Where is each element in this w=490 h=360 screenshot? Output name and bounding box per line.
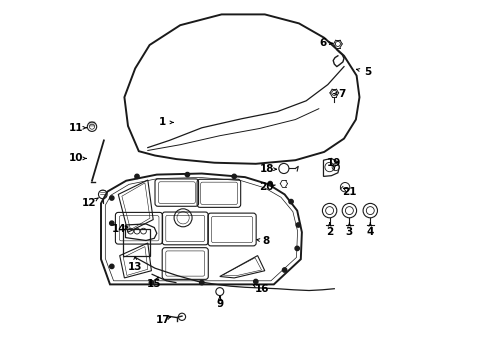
Text: 5: 5 bbox=[364, 67, 371, 77]
Circle shape bbox=[296, 223, 300, 227]
Circle shape bbox=[110, 264, 114, 269]
Text: 16: 16 bbox=[255, 284, 270, 294]
Text: 11: 11 bbox=[69, 123, 83, 133]
Circle shape bbox=[135, 174, 139, 179]
Text: 7: 7 bbox=[339, 89, 346, 99]
Text: 3: 3 bbox=[346, 227, 353, 237]
Circle shape bbox=[232, 174, 236, 179]
Text: 1: 1 bbox=[159, 117, 166, 127]
Circle shape bbox=[268, 181, 272, 186]
Circle shape bbox=[110, 196, 114, 200]
Text: 20: 20 bbox=[259, 182, 273, 192]
Text: 6: 6 bbox=[320, 38, 327, 48]
Circle shape bbox=[282, 268, 287, 272]
Text: 15: 15 bbox=[147, 279, 162, 289]
Text: 13: 13 bbox=[128, 262, 143, 272]
Text: 12: 12 bbox=[82, 198, 97, 208]
Text: 17: 17 bbox=[156, 315, 170, 325]
Circle shape bbox=[254, 279, 258, 284]
Circle shape bbox=[185, 172, 190, 177]
Circle shape bbox=[289, 199, 293, 204]
Text: 8: 8 bbox=[262, 236, 270, 246]
Text: 2: 2 bbox=[326, 227, 333, 237]
Text: 4: 4 bbox=[367, 227, 374, 237]
Text: 10: 10 bbox=[69, 153, 83, 163]
Text: 14: 14 bbox=[112, 224, 126, 234]
Text: 21: 21 bbox=[342, 186, 357, 197]
Text: 9: 9 bbox=[216, 299, 223, 309]
Circle shape bbox=[149, 280, 153, 285]
Circle shape bbox=[295, 246, 299, 251]
Text: 18: 18 bbox=[259, 164, 274, 174]
Text: 19: 19 bbox=[327, 158, 342, 168]
Circle shape bbox=[199, 280, 204, 285]
Circle shape bbox=[110, 221, 114, 225]
